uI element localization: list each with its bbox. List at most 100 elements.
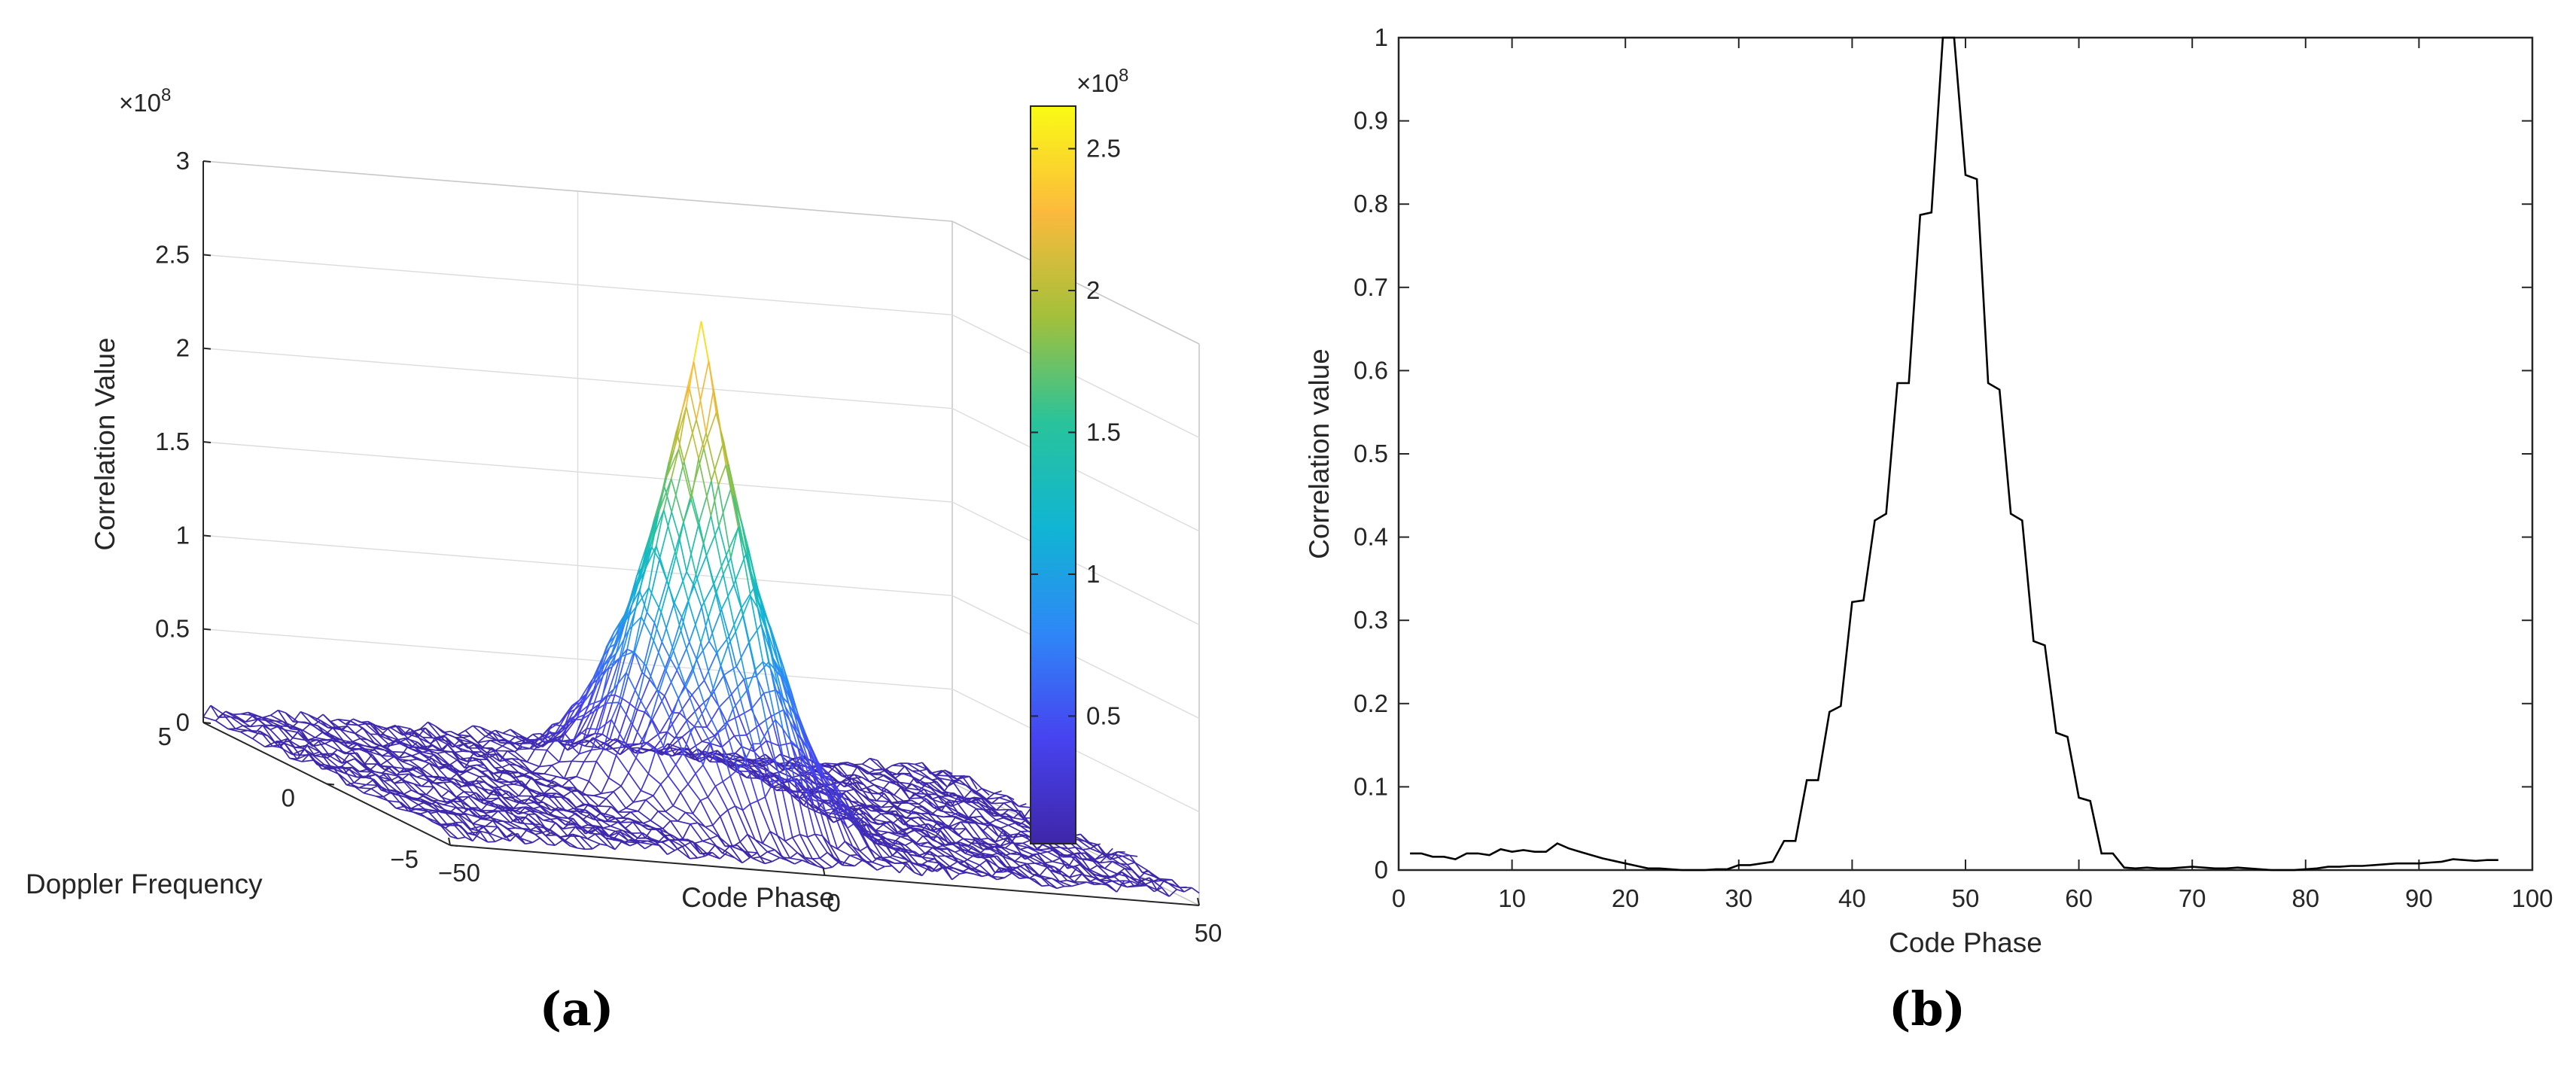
surface-line (1044, 878, 1058, 890)
surface-line (394, 740, 408, 748)
surface-line (638, 799, 647, 812)
surface-line (823, 775, 831, 778)
surface-line (1141, 877, 1150, 882)
surface-line (948, 816, 957, 828)
surface-line (727, 631, 736, 646)
z-tick-label: 2 (176, 334, 190, 362)
surface-line (717, 464, 727, 486)
surface-line (379, 776, 392, 781)
surface-line (745, 735, 755, 752)
surface-line (579, 708, 593, 733)
surface-line (809, 863, 818, 867)
surface-line (885, 769, 898, 775)
surface-line (750, 800, 758, 805)
surface-line (847, 863, 855, 867)
surface-line (874, 768, 888, 771)
surface-line (841, 781, 854, 790)
surface-line (714, 786, 729, 811)
surface-line (464, 742, 473, 744)
surface-line (685, 361, 695, 407)
x-tick (448, 837, 451, 846)
surface-line (252, 738, 266, 748)
surface-line (1008, 822, 1016, 826)
surface-line (856, 782, 870, 800)
surface-line (943, 780, 953, 792)
surface-line (979, 859, 988, 866)
surface-line (496, 753, 510, 765)
surface-line (723, 674, 732, 695)
surface-line (254, 725, 263, 734)
surface-line (830, 844, 838, 850)
surface-line (1191, 887, 1200, 894)
surface-line (369, 774, 377, 777)
surface-line (700, 796, 708, 802)
surface-line (549, 732, 562, 742)
surface-line (1084, 852, 1098, 866)
surface-line (769, 831, 784, 858)
surface-line (502, 838, 510, 842)
surface-line (425, 801, 439, 812)
surface-line (589, 828, 598, 835)
surface-line (734, 805, 748, 835)
surface-line (562, 839, 571, 847)
surface-line (522, 746, 535, 750)
surface-line (487, 729, 496, 735)
surface-line (817, 801, 826, 811)
surface-line (641, 616, 655, 641)
y-tick-label: 1 (1375, 23, 1388, 51)
surface-line (967, 854, 976, 860)
surface-line (434, 810, 449, 826)
surface-line (542, 832, 556, 846)
surface-line (958, 828, 967, 836)
surface-line (458, 771, 467, 777)
surface-line (608, 653, 617, 667)
surface-line (653, 795, 666, 812)
surface-line (574, 826, 589, 840)
surface-line (705, 433, 720, 485)
surface-line (916, 788, 925, 795)
surface-line (929, 866, 938, 872)
surface-line (949, 861, 958, 867)
surface-line (378, 784, 391, 793)
surface-line (924, 788, 937, 796)
surface-line (698, 458, 712, 516)
surface-line (397, 725, 411, 729)
surface-line (613, 672, 627, 690)
surface-line (828, 807, 837, 817)
surface-line (302, 729, 316, 738)
y-axis-ticks: 00.10.20.30.40.50.60.70.80.91 (1353, 23, 2532, 884)
surface-line (497, 826, 511, 842)
surface-line (610, 821, 619, 827)
surface-line (1059, 881, 1073, 887)
surface-line (821, 835, 836, 860)
surface-line (402, 732, 416, 736)
surface-line (1124, 868, 1138, 883)
surface-line (1069, 867, 1078, 878)
x-axis-label: Code Phase (1889, 927, 2042, 958)
surface-line (604, 643, 618, 671)
surface-line (880, 831, 888, 836)
surface-line (869, 777, 878, 783)
surface-line (1059, 857, 1068, 869)
surface-line (691, 694, 700, 707)
surface-line (920, 841, 928, 847)
surface-line (624, 744, 633, 748)
surface-line (411, 767, 420, 770)
surface-line (269, 726, 279, 731)
z-tick (202, 628, 212, 631)
surface-line (579, 749, 592, 755)
surface-line (683, 522, 697, 575)
surface-line (973, 796, 982, 799)
surface-line (559, 760, 572, 763)
surface-line (724, 708, 734, 728)
surface-line (366, 784, 379, 787)
surface-line (657, 670, 667, 694)
surface-line (743, 679, 753, 710)
surface-line (437, 751, 445, 754)
surface-line (872, 813, 882, 820)
surface-line (361, 762, 375, 773)
surface-line (916, 793, 930, 796)
colorbar (1030, 105, 1076, 844)
surface-line (630, 696, 640, 723)
surface-line (752, 744, 766, 798)
